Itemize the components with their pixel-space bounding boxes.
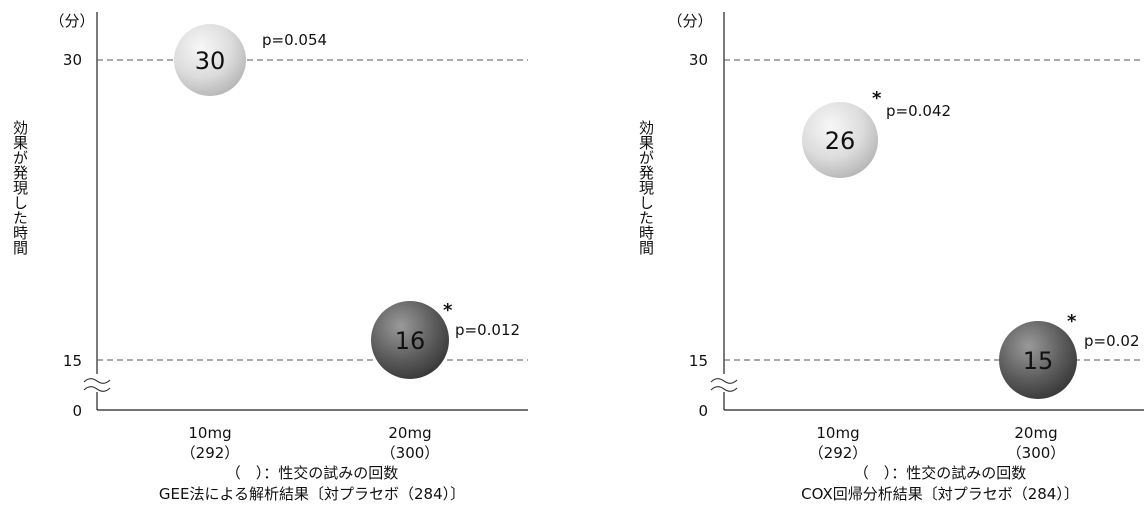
chart-panel-gee: （分） 30 15 0 効果が発現した時間 30 p=0.054 16 * p=… — [11, 12, 528, 503]
x-category-count: （292） — [181, 444, 240, 462]
bubble-marker — [999, 321, 1077, 399]
x-category-dose: 20mg — [388, 424, 431, 442]
bubble-marker — [174, 24, 246, 96]
x-category-dose: 10mg — [816, 424, 859, 442]
x-category-count: （292） — [809, 444, 868, 462]
y-axis-title: 効果が発現した時間 — [11, 120, 29, 256]
y-tick-label: 30 — [63, 51, 82, 69]
significance-asterisk: * — [1067, 311, 1077, 332]
significance-asterisk: * — [443, 300, 453, 321]
y-tick-label: 15 — [63, 352, 82, 370]
p-value-label: p=0.02 — [1084, 332, 1140, 350]
significance-asterisk: * — [872, 88, 882, 109]
data-point-10mg: 26 — [802, 102, 878, 178]
y-tick-label: 15 — [689, 352, 708, 370]
x-category-count: （300） — [381, 444, 440, 462]
x-category-count: （300） — [1007, 444, 1066, 462]
y-tick-label: 30 — [689, 51, 708, 69]
p-value-label: p=0.042 — [886, 102, 951, 120]
p-value-label: p=0.012 — [455, 321, 520, 339]
chart-caption: GEE法による解析結果〔対プラセボ（284）〕 — [159, 485, 465, 503]
y-tick-label: 0 — [698, 402, 708, 420]
bubble-value-label: 26 — [825, 127, 856, 155]
bubble-marker — [802, 102, 878, 178]
x-category-dose: 20mg — [1014, 424, 1057, 442]
bubble-value-label: 30 — [195, 47, 226, 75]
y-unit-label: （分） — [49, 12, 94, 30]
footnote: （ ）：性交の試みの回数 — [854, 464, 1027, 482]
y-axis-title: 効果が発現した時間 — [637, 120, 655, 256]
bubble-marker — [371, 301, 449, 379]
chart-caption: COX回帰分析結果〔対プラセボ（284）〕 — [801, 485, 1079, 503]
y-unit-label: （分） — [667, 12, 712, 30]
p-value-label: p=0.054 — [262, 31, 327, 49]
axis-break-mark — [83, 374, 111, 392]
bubble-value-label: 16 — [395, 327, 426, 355]
x-category-dose: 10mg — [188, 424, 231, 442]
footnote: （ ）：性交の試みの回数 — [226, 464, 399, 482]
bubble-value-label: 15 — [1023, 347, 1054, 375]
data-point-10mg: 30 — [174, 24, 246, 96]
y-tick-label: 0 — [72, 402, 82, 420]
data-point-20mg: 16 — [371, 301, 449, 379]
data-point-20mg: 15 — [999, 321, 1077, 399]
axis-break-mark — [710, 374, 738, 392]
chart-panel-cox: （分） 30 15 0 効果が発現した時間 26 * p=0.042 15 * … — [637, 12, 1144, 503]
